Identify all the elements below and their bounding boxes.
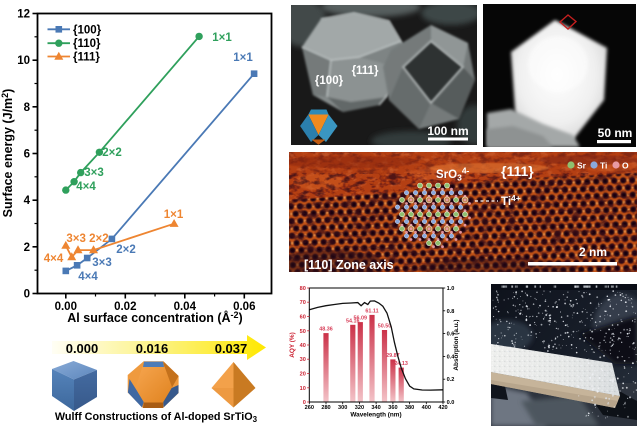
svg-text:300: 300 [338,405,347,411]
svg-text:Surface energy (J/m2): Surface energy (J/m2) [0,89,15,218]
svg-text:4×4: 4×4 [44,253,64,265]
svg-text:20: 20 [300,372,306,378]
svg-text:10: 10 [17,55,30,67]
svg-text:360: 360 [388,405,397,411]
svg-text:{110}: {110} [73,38,101,50]
svg-text:100 nm: 100 nm [427,124,468,138]
svg-text:61.11: 61.11 [365,308,378,314]
svg-text:0.8: 0.8 [447,309,455,315]
svg-text:AQY (%): AQY (%) [289,332,296,357]
svg-text:0.4: 0.4 [447,354,456,360]
svg-text:Al surface concentration (Å-2): Al surface concentration (Å-2) [67,310,242,325]
svg-text:{100}: {100} [73,24,102,36]
svg-text:280: 280 [321,405,330,411]
svg-text:0.6: 0.6 [447,332,455,338]
svg-text:{100}: {100} [315,75,344,87]
svg-text:0.037: 0.037 [215,341,248,356]
svg-text:3×3: 3×3 [84,167,104,179]
svg-text:3×3: 3×3 [92,257,112,269]
svg-text:30: 30 [300,357,306,363]
svg-text:Ti: Ti [600,161,607,171]
svg-text:2×2: 2×2 [102,147,122,159]
svg-text:1.0: 1.0 [447,286,455,292]
svg-text:2: 2 [24,242,30,254]
svg-text:0.2: 0.2 [447,377,455,383]
svg-text:0.04: 0.04 [174,301,197,313]
svg-text:4×4: 4×4 [78,271,98,283]
svg-text:80: 80 [300,286,306,292]
svg-text:260: 260 [305,405,314,411]
svg-text:60: 60 [300,315,306,321]
svg-text:2×2: 2×2 [116,244,136,256]
svg-text:50.50: 50.50 [378,324,392,330]
svg-text:Wavelength (nm): Wavelength (nm) [350,412,401,419]
svg-text:12: 12 [17,9,30,21]
svg-text:1×1: 1×1 [233,52,253,64]
svg-text:{111}: {111} [501,163,534,179]
svg-text:400: 400 [422,405,431,411]
svg-text:50: 50 [300,329,306,335]
svg-text:24.13: 24.13 [394,361,408,367]
svg-text:0.016: 0.016 [136,341,169,356]
svg-text:0.000: 0.000 [66,341,99,356]
svg-text:Sr: Sr [577,161,587,171]
svg-text:40: 40 [300,343,306,349]
svg-text:0.06: 0.06 [233,301,255,313]
svg-text:8: 8 [24,102,31,114]
svg-text:SrO34-: SrO34- [436,166,470,183]
svg-text:4×4: 4×4 [76,181,96,193]
svg-text:48.36: 48.36 [319,327,333,333]
svg-text:0.00: 0.00 [55,301,77,313]
svg-text:{111}: {111} [73,52,100,64]
svg-text:1×1: 1×1 [212,32,232,44]
svg-text:2 nm: 2 nm [579,245,607,259]
svg-text:420: 420 [438,405,447,411]
svg-text:1×1: 1×1 [164,209,184,221]
svg-text:0.0: 0.0 [447,400,455,406]
svg-text:[110] Zone axis: [110] Zone axis [304,258,394,272]
svg-text:320: 320 [355,405,364,411]
svg-text:50 nm: 50 nm [598,126,633,140]
svg-text:54.16: 54.16 [346,318,360,324]
svg-text:6: 6 [24,149,30,161]
svg-text:0: 0 [24,289,30,301]
svg-text:10: 10 [300,386,306,392]
svg-text:0: 0 [303,400,306,406]
svg-text:Wulff Constructions of Al-dope: Wulff Constructions of Al-doped SrTiO3 [55,411,258,424]
svg-text:380: 380 [405,405,414,411]
svg-text:O: O [622,161,629,171]
svg-text:340: 340 [371,405,380,411]
svg-text:3×3 2×2: 3×3 2×2 [66,233,108,245]
svg-text:4: 4 [24,195,31,207]
svg-text:29.87: 29.87 [386,353,400,359]
svg-text:{111}: {111} [352,65,379,77]
svg-text:Absorption (a.u.): Absorption (a.u.) [453,319,460,370]
svg-text:70: 70 [300,300,306,306]
svg-text:0.02: 0.02 [114,301,136,313]
svg-text:56.09: 56.09 [354,316,368,322]
